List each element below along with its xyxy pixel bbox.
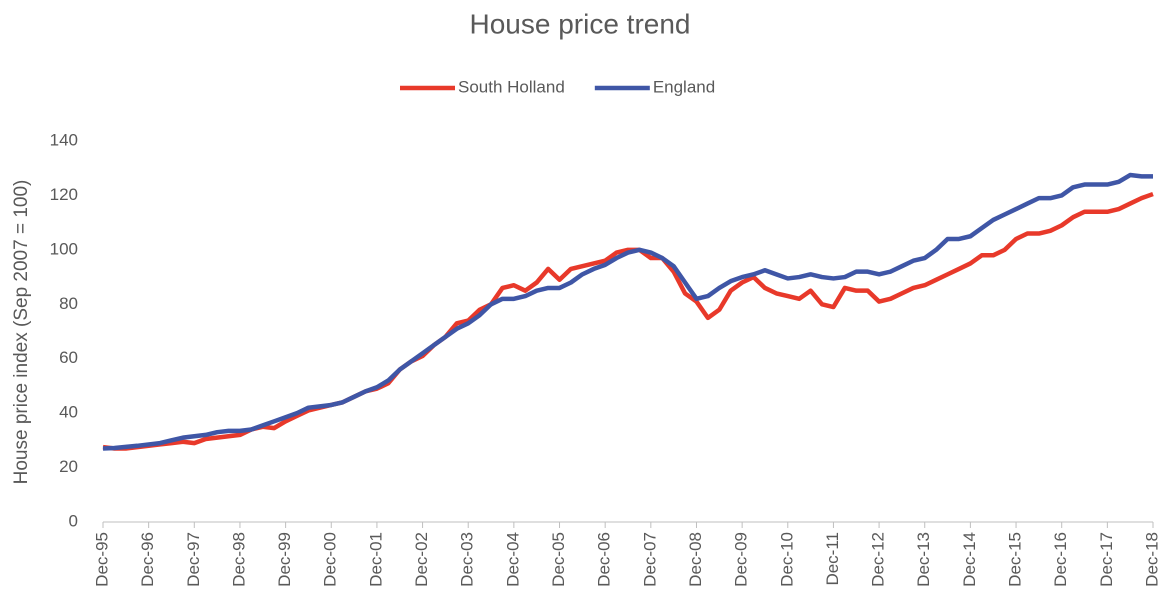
x-tick-label: Dec-15 xyxy=(1006,532,1025,587)
x-tick-label: Dec-09 xyxy=(732,532,751,587)
x-tick-label: Dec-00 xyxy=(321,532,340,587)
x-tick-label: Dec-98 xyxy=(229,532,248,587)
y-tick-label: 0 xyxy=(69,511,78,530)
x-tick-label: Dec-10 xyxy=(777,532,796,587)
legend-label: South Holland xyxy=(458,77,565,96)
x-tick-label: Dec-11 xyxy=(823,532,842,586)
x-tick-label: Dec-97 xyxy=(184,532,203,587)
line xyxy=(102,172,1153,451)
x-tick-label: Dec-17 xyxy=(1097,532,1116,587)
y-tick-label: 120 xyxy=(50,185,78,204)
x-tick-label: Dec-18 xyxy=(1142,532,1161,587)
x-tick-label: Dec-99 xyxy=(275,532,294,587)
y-tick-label: 20 xyxy=(59,457,78,476)
x-tick-label: Dec-08 xyxy=(686,532,705,587)
x-tick-label: Dec-05 xyxy=(549,532,568,587)
x-tick-label: Dec-16 xyxy=(1051,532,1070,587)
x-tick-label: Dec-01 xyxy=(366,532,385,587)
x-tick-label: Dec-12 xyxy=(869,532,888,587)
x-tick-label: Dec-14 xyxy=(960,532,979,587)
y-axis-label: House price index (Sep 2007 = 100) xyxy=(11,180,32,485)
y-tick-label: 140 xyxy=(50,130,78,149)
y-tick-label: 100 xyxy=(50,239,78,258)
legend-label: England xyxy=(653,77,715,96)
x-tick-label: Dec-03 xyxy=(458,532,477,587)
y-tick-label: 40 xyxy=(59,403,78,422)
y-tick-label: 80 xyxy=(59,294,78,313)
x-tick-label: Dec-13 xyxy=(914,532,933,587)
chart-title: House price trend xyxy=(469,8,690,39)
x-tick-label: Dec-04 xyxy=(503,532,522,587)
x-tick-label: Dec-02 xyxy=(412,532,431,587)
x-tick-label: Dec-06 xyxy=(595,532,614,587)
x-tick-label: Dec-95 xyxy=(92,532,111,587)
y-tick-label: 60 xyxy=(59,348,78,367)
x-tick-label: Dec-96 xyxy=(138,532,157,587)
x-tick-label: Dec-07 xyxy=(640,532,659,587)
line xyxy=(102,191,1154,451)
